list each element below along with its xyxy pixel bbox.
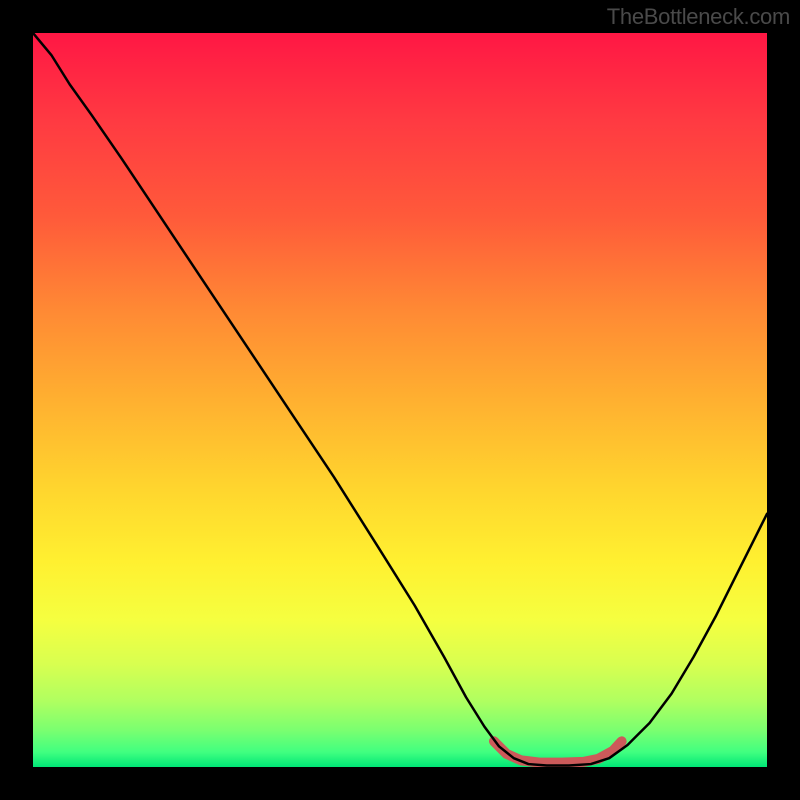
chart-plot-area: [33, 33, 767, 767]
gradient-background: [33, 33, 767, 767]
chart-container: TheBottleneck.com: [0, 0, 800, 800]
watermark-text: TheBottleneck.com: [607, 4, 790, 30]
chart-svg: [33, 33, 767, 767]
